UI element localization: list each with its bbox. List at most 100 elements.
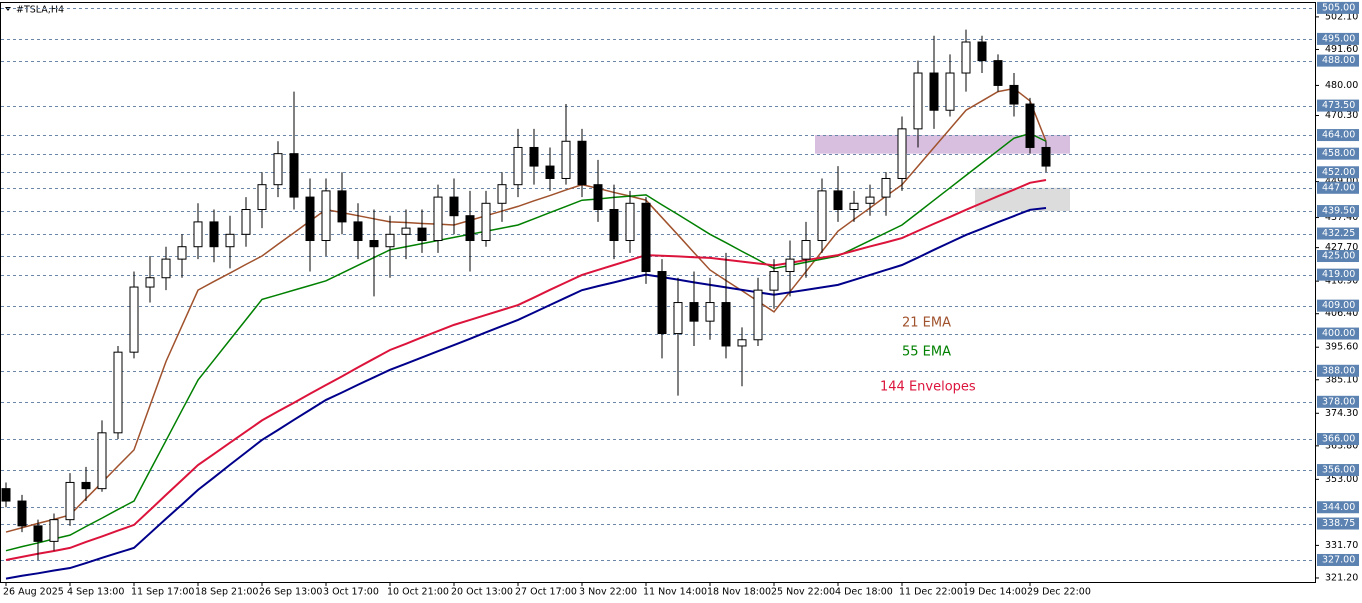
level-label: 419.00 <box>1322 269 1355 280</box>
level-label: 344.00 <box>1322 502 1355 513</box>
candle-body <box>673 302 683 335</box>
indicator-line <box>5 179 1047 561</box>
level-label: 452.00 <box>1322 167 1355 178</box>
level-box <box>1317 364 1359 377</box>
candle-body <box>289 153 299 198</box>
level-box <box>1317 227 1359 240</box>
level-box <box>1317 181 1359 194</box>
annotation: 144 Envelopes <box>880 380 976 395</box>
y-tick-label: 321.20 <box>1325 572 1358 583</box>
candle-body <box>161 258 171 279</box>
candle-body <box>401 227 411 235</box>
x-tick-label: 11 Dec 22:00 <box>899 587 963 598</box>
y-tick-label: 427.70 <box>1325 242 1358 253</box>
x-tick-label: 27 Oct 17:00 <box>515 587 577 598</box>
level-label: 458.00 <box>1322 148 1355 159</box>
zone <box>975 187 1070 212</box>
candle-body <box>241 208 251 235</box>
zone <box>815 135 1070 154</box>
y-tick-label: 395.60 <box>1325 342 1358 353</box>
candle-body <box>545 165 555 179</box>
level-label: 473.50 <box>1322 100 1355 111</box>
level-box <box>1317 395 1359 408</box>
y-tick-label: 449.00 <box>1325 176 1358 187</box>
level-box <box>1317 32 1359 45</box>
level-box <box>1317 205 1359 218</box>
candle-body <box>481 202 491 242</box>
candle-body <box>609 208 619 242</box>
candle-body <box>993 60 1003 86</box>
candle-body <box>497 184 507 204</box>
candle-body <box>945 72 955 111</box>
indicator-line <box>5 132 1047 552</box>
level-box <box>1317 501 1359 514</box>
level-label: 464.00 <box>1322 130 1355 141</box>
level-box <box>1317 54 1359 67</box>
candle-body <box>33 525 43 542</box>
indicator-line <box>5 87 1047 533</box>
x-tick-label: 3 Oct 17:00 <box>323 587 379 598</box>
candle-body <box>1 488 11 502</box>
candle-body <box>753 289 763 341</box>
x-tick-label: 26 Aug 2025 <box>3 587 64 598</box>
level-label: 425.00 <box>1322 251 1355 262</box>
candle-body <box>529 146 539 167</box>
candle-body <box>769 271 779 291</box>
candle-body <box>1041 146 1051 167</box>
candle-body <box>353 221 363 242</box>
x-tick-label: 10 Oct 21:00 <box>387 587 449 598</box>
candle-body <box>657 271 667 335</box>
level-label: 338.75 <box>1322 518 1355 529</box>
y-tick-label: 363.80 <box>1325 440 1358 451</box>
level-label: 432.25 <box>1322 228 1355 239</box>
level-label: 366.00 <box>1322 434 1355 445</box>
y-tick-label: 437.40 <box>1325 212 1358 223</box>
candle-body <box>881 177 891 198</box>
candle-body <box>129 286 139 353</box>
candle-body <box>417 227 427 242</box>
level-label: 447.00 <box>1322 182 1355 193</box>
level-label: 505.00 <box>1322 2 1355 13</box>
candle-body <box>625 202 635 242</box>
candle-body <box>785 258 795 273</box>
candle-body <box>961 41 971 74</box>
candle-body <box>593 184 603 210</box>
candle-body <box>977 41 987 62</box>
y-tick-label: 416.90 <box>1325 276 1358 287</box>
candle-body <box>449 196 459 217</box>
candle-body <box>833 190 843 210</box>
level-label: 439.50 <box>1322 206 1355 217</box>
x-tick-label: 26 Sep 13:00 <box>259 587 322 598</box>
candle-body <box>561 140 571 179</box>
candle-body <box>17 500 27 527</box>
x-tick-label: 20 Oct 13:00 <box>451 587 513 598</box>
candle-body <box>337 190 347 223</box>
y-tick-label: 470.30 <box>1325 110 1358 121</box>
candle-body <box>385 233 395 248</box>
level-label: 488.00 <box>1322 55 1355 66</box>
candle-body <box>577 140 587 186</box>
candle-body <box>849 202 859 210</box>
chart-title: #TSLA,H4 <box>16 5 64 16</box>
candle-body <box>897 128 907 179</box>
level-label: 409.00 <box>1322 300 1355 311</box>
level-box <box>1317 464 1359 477</box>
annotation: 21 EMA <box>902 316 951 331</box>
level-box <box>1317 553 1359 566</box>
level-label: 356.00 <box>1322 465 1355 476</box>
x-tick-label: 18 Nov 18:00 <box>707 587 771 598</box>
candle-body <box>209 221 219 248</box>
annotation: 55 EMA <box>902 345 951 360</box>
level-box <box>1317 166 1359 179</box>
level-box <box>1317 327 1359 340</box>
level-box <box>1317 99 1359 112</box>
level-box <box>1317 433 1359 446</box>
candle-body <box>801 240 811 260</box>
candle-body <box>433 196 443 242</box>
level-label: 327.00 <box>1322 554 1355 565</box>
y-tick-label: 353.00 <box>1325 474 1358 485</box>
level-box <box>1317 1 1359 14</box>
candle-body <box>737 339 747 347</box>
y-tick-label: 480.00 <box>1325 80 1358 91</box>
candle-body <box>225 233 235 248</box>
